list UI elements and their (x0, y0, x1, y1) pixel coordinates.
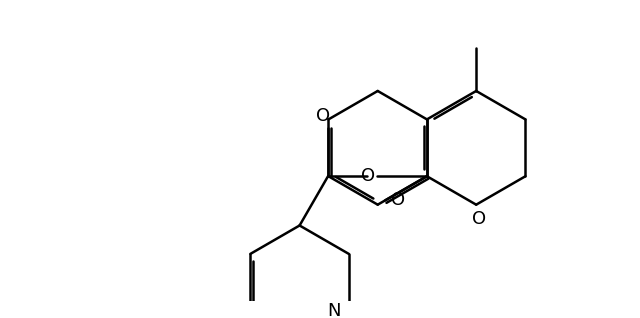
Text: O: O (316, 107, 330, 125)
Text: O: O (360, 167, 374, 185)
Text: N: N (327, 302, 340, 318)
Text: O: O (391, 191, 405, 210)
Text: O: O (472, 211, 486, 228)
